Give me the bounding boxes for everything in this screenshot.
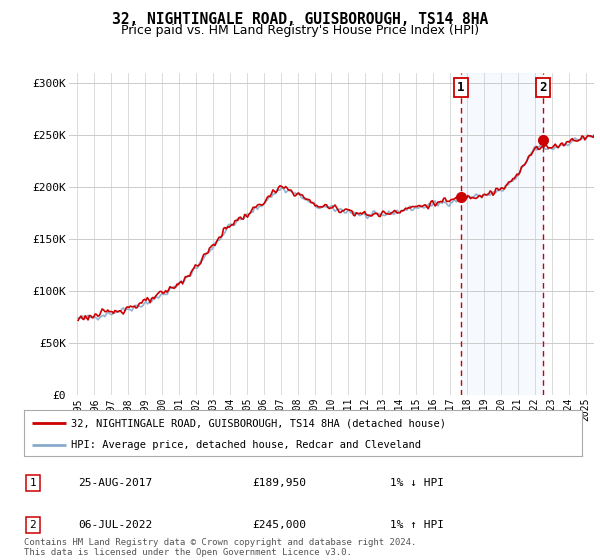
- Text: 1: 1: [29, 478, 37, 488]
- Text: Price paid vs. HM Land Registry's House Price Index (HPI): Price paid vs. HM Land Registry's House …: [121, 24, 479, 37]
- Text: 06-JUL-2022: 06-JUL-2022: [78, 520, 152, 530]
- Text: HPI: Average price, detached house, Redcar and Cleveland: HPI: Average price, detached house, Redc…: [71, 440, 421, 450]
- Text: 1: 1: [457, 81, 465, 94]
- Text: £245,000: £245,000: [252, 520, 306, 530]
- Text: 32, NIGHTINGALE ROAD, GUISBOROUGH, TS14 8HA: 32, NIGHTINGALE ROAD, GUISBOROUGH, TS14 …: [112, 12, 488, 27]
- Text: 2: 2: [539, 81, 547, 94]
- Bar: [461, 73, 543, 395]
- Text: 1% ↓ HPI: 1% ↓ HPI: [390, 478, 444, 488]
- Text: 2: 2: [29, 520, 37, 530]
- Text: 1% ↑ HPI: 1% ↑ HPI: [390, 520, 444, 530]
- Text: 25-AUG-2017: 25-AUG-2017: [78, 478, 152, 488]
- Text: £189,950: £189,950: [252, 478, 306, 488]
- Text: Contains HM Land Registry data © Crown copyright and database right 2024.
This d: Contains HM Land Registry data © Crown c…: [24, 538, 416, 557]
- Text: 32, NIGHTINGALE ROAD, GUISBOROUGH, TS14 8HA (detached house): 32, NIGHTINGALE ROAD, GUISBOROUGH, TS14 …: [71, 418, 446, 428]
